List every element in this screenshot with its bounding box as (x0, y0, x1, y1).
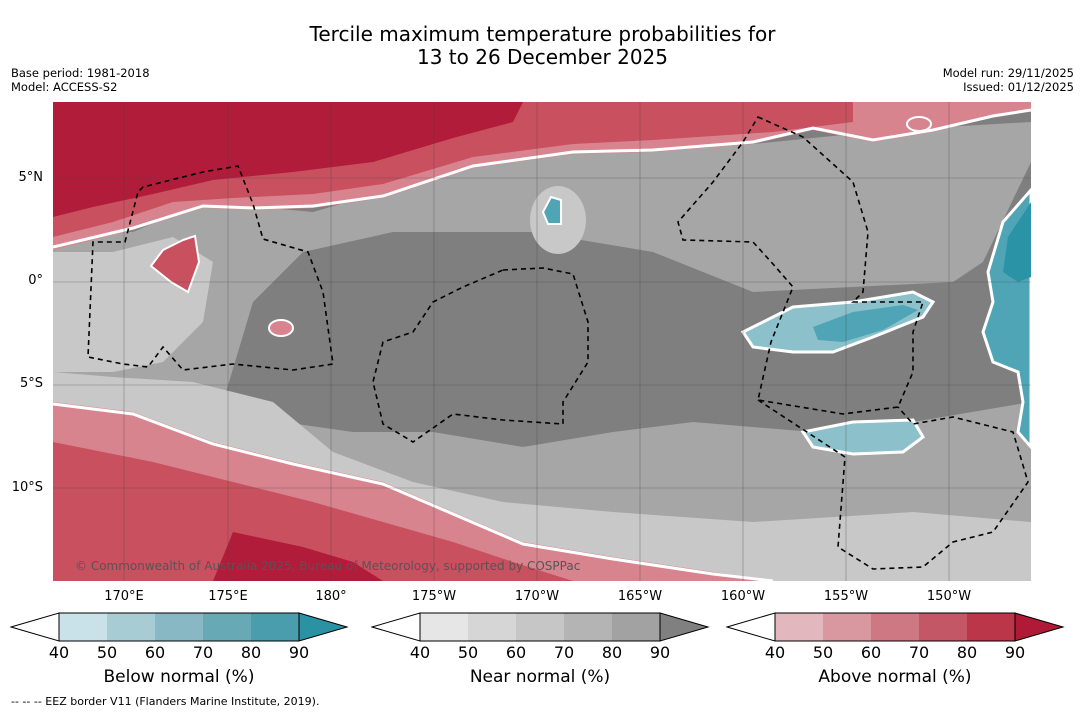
colorbar-below-tick-60: 60 (144, 643, 166, 662)
colorbar-below-bin-2 (107, 613, 155, 641)
colorbar-above-bin-3 (871, 613, 919, 641)
above-normal-north-white-edge (53, 108, 1031, 249)
eez-border-kiribati-gilbert (87, 165, 334, 371)
colorbar-above-normal (726, 612, 1065, 642)
colorbar-above-tick-40: 40 (764, 643, 786, 662)
colorbar-above-tick-90: 90 (1004, 643, 1026, 662)
eez-border-south-east (757, 399, 1029, 570)
colorbar-above-tick-70: 70 (908, 643, 930, 662)
below-normal-patch-south-east (800, 418, 925, 456)
above-normal-south-dark (213, 532, 383, 581)
near-normal-blob-east (753, 227, 833, 267)
colorbar-above-label: Above normal (%) (818, 667, 972, 687)
colorbar-near-bin-5 (612, 613, 660, 641)
below-normal-core-east-edge (1003, 202, 1031, 282)
colorbar-above-bin-4 (919, 613, 967, 641)
colorbar-above-bin-5 (967, 613, 1015, 641)
colorbar-below-normal (10, 612, 349, 642)
colorbar-near-label: Near normal (%) (469, 667, 611, 687)
near-normal-band-west (53, 122, 1031, 402)
lon-label-155w: 155°W (823, 589, 869, 604)
above-normal-north-dark (53, 102, 523, 217)
model-run: Model run: 29/11/2025 (942, 66, 1074, 80)
colorbar-below-tick-70: 70 (192, 643, 214, 662)
colorbar-below-min-arrow (10, 612, 60, 642)
colorbar-below-tick-90: 90 (288, 643, 310, 662)
model-name: Model: ACCESS-S2 (11, 80, 118, 94)
colorbar-near-tick-70: 70 (553, 643, 575, 662)
lat-label-5n: 5°N (18, 170, 44, 185)
colorbar-near-normal (371, 612, 710, 642)
eez-borders (87, 115, 1029, 570)
lon-label-170e: 170°E (104, 589, 144, 604)
below-normal-small-patch (541, 195, 562, 225)
colorbar-below-bin-5 (251, 613, 299, 641)
base-period: Base period: 1981-2018 (11, 66, 150, 80)
eez-border-line-islands (677, 115, 925, 415)
forecast-map[interactable]: © Commonwealth of Australia 2025, Bureau… (53, 102, 1031, 581)
colorbar-near-tick-50: 50 (457, 643, 479, 662)
colorbar-near-tick-40: 40 (409, 643, 431, 662)
colorbar-near-bin-3 (516, 613, 564, 641)
lon-label-175e: 175°E (208, 589, 248, 604)
colorbar-below-bin-1 (59, 613, 107, 641)
colorbar-near-max-arrow (659, 612, 710, 642)
chart-title-line1: Tercile maximum temperature probabilitie… (309, 22, 776, 46)
above-normal-south-mid (53, 442, 573, 581)
colorbar-near-min-arrow (371, 612, 421, 642)
colorbar-near-bin-4 (564, 613, 612, 641)
colorbar-above-tick-50: 50 (812, 643, 834, 662)
colorbar-above-bin-1 (775, 613, 823, 641)
lon-label-165w: 165°W (617, 589, 663, 604)
issued-date: Issued: 01/12/2025 (963, 80, 1074, 94)
colorbar-below-tick-40: 40 (48, 643, 70, 662)
eez-legend-note: -- -- -- EEZ border V11 (Flanders Marine… (11, 695, 320, 708)
lon-label-175w: 175°W (411, 589, 457, 604)
colorbar-above-bin-2 (823, 613, 871, 641)
colorbar-near-bin-2 (468, 613, 516, 641)
colorbar-above-max-arrow (1014, 612, 1065, 642)
colorbar-below-tick-50: 50 (96, 643, 118, 662)
colorbar-above-tick-80: 80 (956, 643, 978, 662)
above-normal-patch-ne (906, 116, 932, 132)
below-normal-core-center-east (813, 305, 918, 342)
chart-title-line2: 13 to 26 December 2025 (416, 45, 668, 69)
colorbar-above-tick-60: 60 (860, 643, 882, 662)
lon-label-160w: 160°W (720, 589, 766, 604)
colorbar-near-bin-1 (420, 613, 468, 641)
copyright-text: © Commonwealth of Australia 2025, Bureau… (75, 559, 580, 573)
colorbar-below-label: Below normal (%) (103, 667, 255, 687)
colorbar-below-bin-4 (203, 613, 251, 641)
colorbar-near-tick-80: 80 (601, 643, 623, 662)
map-gridlines (53, 102, 1031, 581)
above-normal-patch-small (268, 319, 294, 337)
lat-label-0: 0° (28, 273, 43, 288)
lon-label-180: 180° (315, 589, 347, 604)
above-normal-patch-west (149, 234, 201, 294)
lon-label-150w: 150°W (926, 589, 972, 604)
lat-label-10s: 10°S (11, 480, 43, 495)
above-normal-south-white-edge (53, 402, 774, 581)
colorbar-below-max-arrow (298, 612, 349, 642)
colorbar-near-tick-90: 90 (649, 643, 671, 662)
eez-border-phoenix (372, 267, 589, 443)
colorbar-below-tick-80: 80 (240, 643, 262, 662)
lon-label-170w: 170°W (514, 589, 560, 604)
colorbar-near-tick-60: 60 (505, 643, 527, 662)
colorbar-below-bin-3 (155, 613, 203, 641)
lat-label-5s: 5°S (19, 376, 43, 391)
colorbar-above-min-arrow (726, 612, 776, 642)
